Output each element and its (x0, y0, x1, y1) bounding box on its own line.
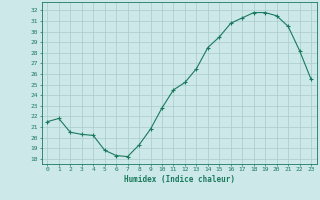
X-axis label: Humidex (Indice chaleur): Humidex (Indice chaleur) (124, 175, 235, 184)
